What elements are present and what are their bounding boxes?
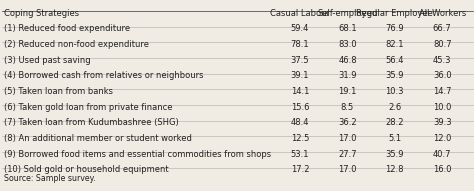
Text: (1) Reduced food expenditure: (1) Reduced food expenditure [4, 24, 130, 33]
Text: (9) Borrowed food items and essential commodities from shops: (9) Borrowed food items and essential co… [4, 150, 271, 159]
Text: All Workers: All Workers [419, 9, 466, 18]
Text: 31.9: 31.9 [338, 71, 357, 80]
Text: 28.2: 28.2 [385, 118, 404, 127]
Text: 82.1: 82.1 [385, 40, 404, 49]
Text: 37.5: 37.5 [291, 56, 310, 65]
Text: 78.1: 78.1 [291, 40, 310, 49]
Text: (4) Borrowed cash from relatives or neighbours: (4) Borrowed cash from relatives or neig… [4, 71, 203, 80]
Text: 46.8: 46.8 [338, 56, 357, 65]
Text: 5.1: 5.1 [388, 134, 401, 143]
Text: 83.0: 83.0 [338, 40, 357, 49]
Text: 40.7: 40.7 [433, 150, 452, 159]
Text: Regular Employee: Regular Employee [356, 9, 433, 18]
Text: 53.1: 53.1 [291, 150, 310, 159]
Text: (2) Reduced non-food expenditure: (2) Reduced non-food expenditure [4, 40, 149, 49]
Text: 80.7: 80.7 [433, 40, 452, 49]
Text: 68.1: 68.1 [338, 24, 357, 33]
Text: (6) Taken gold loan from private finance: (6) Taken gold loan from private finance [4, 103, 172, 112]
Text: Source: Sample survey.: Source: Sample survey. [4, 174, 95, 183]
Text: (8) An additional member or student worked: (8) An additional member or student work… [4, 134, 191, 143]
Text: 17.0: 17.0 [338, 165, 357, 174]
Text: 56.4: 56.4 [385, 56, 404, 65]
Text: 27.7: 27.7 [338, 150, 357, 159]
Text: 35.9: 35.9 [385, 150, 404, 159]
Text: 15.6: 15.6 [291, 103, 310, 112]
Text: 17.0: 17.0 [338, 134, 357, 143]
Text: 39.3: 39.3 [433, 118, 452, 127]
Text: 12.5: 12.5 [291, 134, 309, 143]
Text: (7) Taken loan from Kudumbashree (SHG): (7) Taken loan from Kudumbashree (SHG) [4, 118, 179, 127]
Text: 14.1: 14.1 [291, 87, 309, 96]
Text: 76.9: 76.9 [385, 24, 404, 33]
Text: 8.5: 8.5 [341, 103, 354, 112]
Text: 48.4: 48.4 [291, 118, 310, 127]
Text: 36.0: 36.0 [433, 71, 452, 80]
Text: Coping Strategies: Coping Strategies [4, 9, 79, 18]
Text: 12.8: 12.8 [385, 165, 404, 174]
Text: 16.0: 16.0 [433, 165, 452, 174]
Text: Casual Labour: Casual Labour [270, 9, 330, 18]
Text: 17.2: 17.2 [291, 165, 310, 174]
Text: 35.9: 35.9 [385, 71, 404, 80]
Text: 39.1: 39.1 [291, 71, 310, 80]
Text: 66.7: 66.7 [433, 24, 452, 33]
Text: 2.6: 2.6 [388, 103, 401, 112]
Text: (3) Used past saving: (3) Used past saving [4, 56, 91, 65]
Text: 59.4: 59.4 [291, 24, 309, 33]
Text: Self-employed: Self-employed [317, 9, 378, 18]
Text: 14.7: 14.7 [433, 87, 452, 96]
Text: 45.3: 45.3 [433, 56, 452, 65]
Text: 10.3: 10.3 [385, 87, 404, 96]
Text: 10.0: 10.0 [433, 103, 451, 112]
Text: (10) Sold gold or household equipment: (10) Sold gold or household equipment [4, 165, 168, 174]
Text: 19.1: 19.1 [338, 87, 356, 96]
Text: (5) Taken loan from banks: (5) Taken loan from banks [4, 87, 113, 96]
Text: 36.2: 36.2 [338, 118, 357, 127]
Text: 12.0: 12.0 [433, 134, 451, 143]
